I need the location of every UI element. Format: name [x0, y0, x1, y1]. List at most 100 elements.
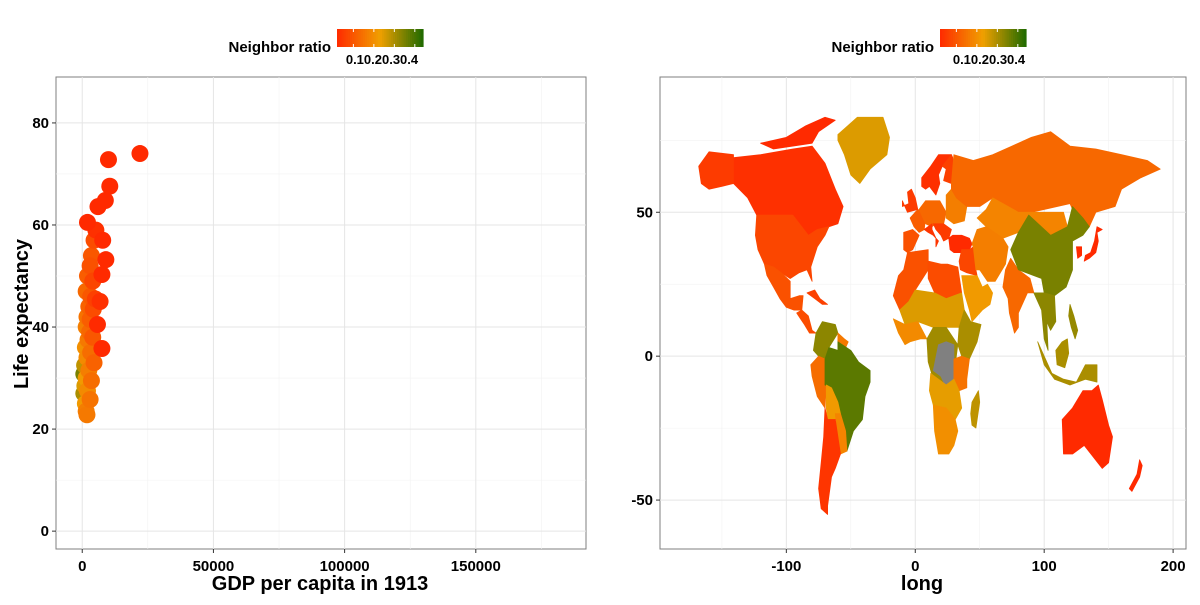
scatter-colorbar-segment	[405, 29, 409, 47]
map-legend-colorbar	[940, 29, 1027, 47]
map-colorbar-segment	[942, 29, 945, 47]
scatter-y-tick-label: 20	[32, 421, 49, 438]
map-colorbar-segment	[965, 29, 969, 47]
map-region	[755, 214, 830, 282]
map-colorbar-segment	[950, 29, 954, 47]
map-region	[948, 234, 973, 253]
scatter-colorbar-segment	[399, 29, 403, 47]
scatter-colorbar-segment	[347, 29, 351, 47]
map-x-tick-label: -100	[771, 558, 801, 575]
map-colorbar-segment	[1008, 29, 1012, 47]
map-colorbar-segment	[993, 29, 997, 47]
scatter-colorbar-segment	[416, 29, 420, 47]
map-legend-title: Neighbor ratio	[831, 39, 934, 56]
map-colorbar-segment	[952, 29, 956, 47]
map-colorbar-segment	[1006, 29, 1010, 47]
map-colorbar-segment	[1017, 29, 1021, 47]
scatter-point	[85, 354, 103, 372]
map-region	[923, 223, 939, 248]
scatter-colorbar-segment	[339, 29, 342, 47]
map-legend-ticks: 0.10.20.30.4	[953, 52, 1026, 67]
scatter-point	[84, 328, 102, 346]
map-colorbar-segment	[998, 29, 1001, 47]
map-x-tick-label: 100	[1032, 558, 1057, 575]
map-x-axis-title: long	[901, 573, 943, 595]
map-region	[929, 373, 963, 420]
scatter-point	[93, 265, 111, 283]
map-colorbar-segment	[1015, 29, 1018, 47]
map-x-tick-label: 0	[911, 558, 919, 575]
map-colorbar-segment	[963, 29, 967, 47]
scatter-y-tick-label: 60	[32, 217, 49, 234]
map-region	[698, 151, 734, 190]
map-colorbar-segment	[983, 29, 986, 47]
map-region	[971, 226, 1009, 282]
scatter-point	[99, 151, 117, 169]
scatter-point	[82, 372, 100, 390]
map-region	[1076, 246, 1082, 259]
map-colorbar-segment	[985, 29, 988, 47]
scatter-panel: Neighbor ratio 0.10.20.30.4 0 50000 100000…	[0, 0, 600, 600]
scatter-colorbar-segment	[403, 29, 407, 47]
map-colorbar-segment	[991, 29, 995, 47]
scatter-colorbar-segment	[388, 29, 392, 47]
scatter-legend: Neighbor ratio 0.10.20.30.4	[228, 29, 424, 67]
scatter-colorbar-segment	[377, 29, 381, 47]
map-region	[892, 318, 928, 346]
map-colorbar-segment	[948, 29, 952, 47]
map-region	[1033, 292, 1057, 351]
map-region	[818, 407, 841, 515]
map-colorbar-segment	[1004, 29, 1008, 47]
map-colorbar-segment	[940, 29, 943, 47]
scatter-colorbar-segment	[414, 29, 418, 47]
map-region	[970, 390, 981, 429]
scatter-colorbar-segment	[392, 29, 396, 47]
map-colorbar-segment	[970, 29, 973, 47]
scatter-point	[131, 145, 149, 163]
scatter-colorbar-segment	[358, 29, 362, 47]
scatter-colorbar-segment	[390, 29, 394, 47]
scatter-colorbar-segment	[380, 29, 383, 47]
scatter-colorbar-segment	[371, 29, 375, 47]
map-y-tick-label: 0	[645, 348, 653, 365]
map-region	[1055, 338, 1070, 369]
map-region	[764, 263, 804, 311]
scatter-colorbar-segment	[343, 29, 347, 47]
scatter-point	[94, 231, 112, 249]
scatter-legend-ticks: 0.10.20.30.4	[346, 52, 419, 67]
map-colorbar-segment	[1019, 29, 1023, 47]
scatter-x-tick-label: 100000	[320, 558, 370, 575]
map-legend: Neighbor ratio 0.10.20.30.4	[831, 29, 1027, 67]
map-colorbar-segment	[1002, 29, 1006, 47]
scatter-y-tick-label: 80	[32, 115, 49, 132]
scatter-chart: Neighbor ratio 0.10.20.30.4 0 50000 100000…	[11, 29, 587, 595]
scatter-point	[101, 177, 119, 195]
scatter-point	[91, 293, 109, 311]
scatter-point	[78, 213, 96, 231]
scatter-colorbar-segment	[356, 29, 360, 47]
map-region	[733, 145, 844, 236]
map-colorbar-segment	[1013, 29, 1016, 47]
map-colorbar-segment	[944, 29, 948, 47]
scatter-colorbar-segment	[354, 29, 357, 47]
map-colorbar-segment	[978, 29, 982, 47]
map-region	[837, 116, 890, 184]
scatter-point	[81, 257, 99, 275]
map-colorbar-segment	[961, 29, 965, 47]
scatter-point	[89, 198, 107, 216]
map-region	[932, 223, 952, 242]
map-colorbar-segment	[976, 29, 980, 47]
scatter-x-axis-title: GDP per capita in 1913	[212, 573, 428, 595]
map-region	[1037, 341, 1098, 386]
scatter-colorbar-segment	[375, 29, 379, 47]
scatter-colorbar-segment	[352, 29, 355, 47]
scatter-y-tick-label: 40	[32, 319, 49, 336]
map-colorbar-segment	[955, 29, 958, 47]
scatter-colorbar-segment	[401, 29, 405, 47]
map-region	[921, 154, 952, 196]
scatter-x-tick-label: 0	[78, 558, 86, 575]
map-y-tick-label: 50	[636, 204, 653, 221]
scatter-x-tick-label: 50000	[193, 558, 235, 575]
scatter-colorbar-segment	[412, 29, 415, 47]
map-colorbar-segment	[974, 29, 978, 47]
